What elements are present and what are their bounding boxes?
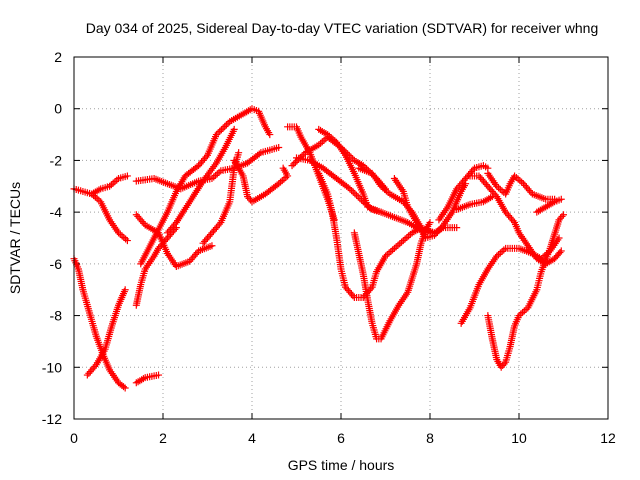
data-point-markers (70, 185, 131, 245)
plot-frame (73, 56, 609, 420)
y-tick-label: -6 (50, 256, 63, 272)
series-sat-t (390, 175, 470, 242)
data-point-markers (484, 169, 559, 203)
series-sat-u (435, 162, 492, 224)
y-tick-label: -10 (42, 359, 62, 375)
data-point-markers (466, 172, 565, 268)
y-tick-label: -2 (50, 152, 63, 168)
data-point-markers (230, 156, 292, 206)
data-point-markers (390, 175, 470, 242)
data-point-markers (132, 371, 163, 387)
data-point-markers (533, 195, 565, 216)
x-tick-label: 8 (426, 430, 434, 446)
y-tick-label: 0 (54, 101, 62, 117)
x-tick-label: 10 (511, 430, 527, 446)
series-sat-w (466, 172, 565, 268)
data-point-markers (350, 218, 434, 343)
data-point-markers (315, 169, 425, 301)
x-tick-label: 2 (159, 430, 167, 446)
series-sat-aa (533, 195, 565, 216)
data-point-markers (83, 286, 129, 379)
series-sat-a (70, 185, 131, 245)
series-sat-z (484, 211, 567, 371)
data-point-markers (435, 162, 492, 224)
data-point-markers (88, 172, 131, 198)
chart-title: Day 034 of 2025, Sidereal Day-to-day VTE… (86, 20, 599, 36)
series-sat-j (163, 125, 238, 237)
x-tick-label: 0 (70, 430, 78, 446)
y-tick-label: 2 (54, 49, 62, 65)
series-sat-p (293, 154, 385, 216)
data-point-markers (163, 125, 238, 237)
series-sat-v (453, 193, 496, 214)
y-axis-label: SDTVAR / TECUs (7, 182, 23, 294)
series-sat-l (230, 156, 292, 206)
data-point-markers (137, 105, 274, 268)
x-tick-label: 6 (337, 430, 345, 446)
series-sat-r (350, 218, 434, 343)
data-point-markers (293, 154, 385, 216)
y-tick-label: -12 (42, 411, 62, 427)
data-point-markers (453, 193, 496, 214)
series-sat-q (315, 169, 425, 301)
y-tick-label: -8 (50, 308, 63, 324)
series-sat-i (137, 105, 274, 268)
x-tick-label: 12 (600, 430, 616, 446)
series-sat-x (484, 169, 559, 203)
y-tick-label: -4 (50, 204, 63, 220)
series-sat-c (70, 255, 129, 392)
data-points (70, 105, 567, 392)
data-point-markers (484, 211, 567, 371)
x-axis-label: GPS time / hours (288, 457, 395, 473)
series-sat-e (132, 371, 163, 387)
data-point-markers (70, 255, 129, 392)
series-sat-d (83, 286, 129, 379)
x-tick-label: 4 (248, 430, 256, 446)
series-sat-b (88, 172, 131, 198)
